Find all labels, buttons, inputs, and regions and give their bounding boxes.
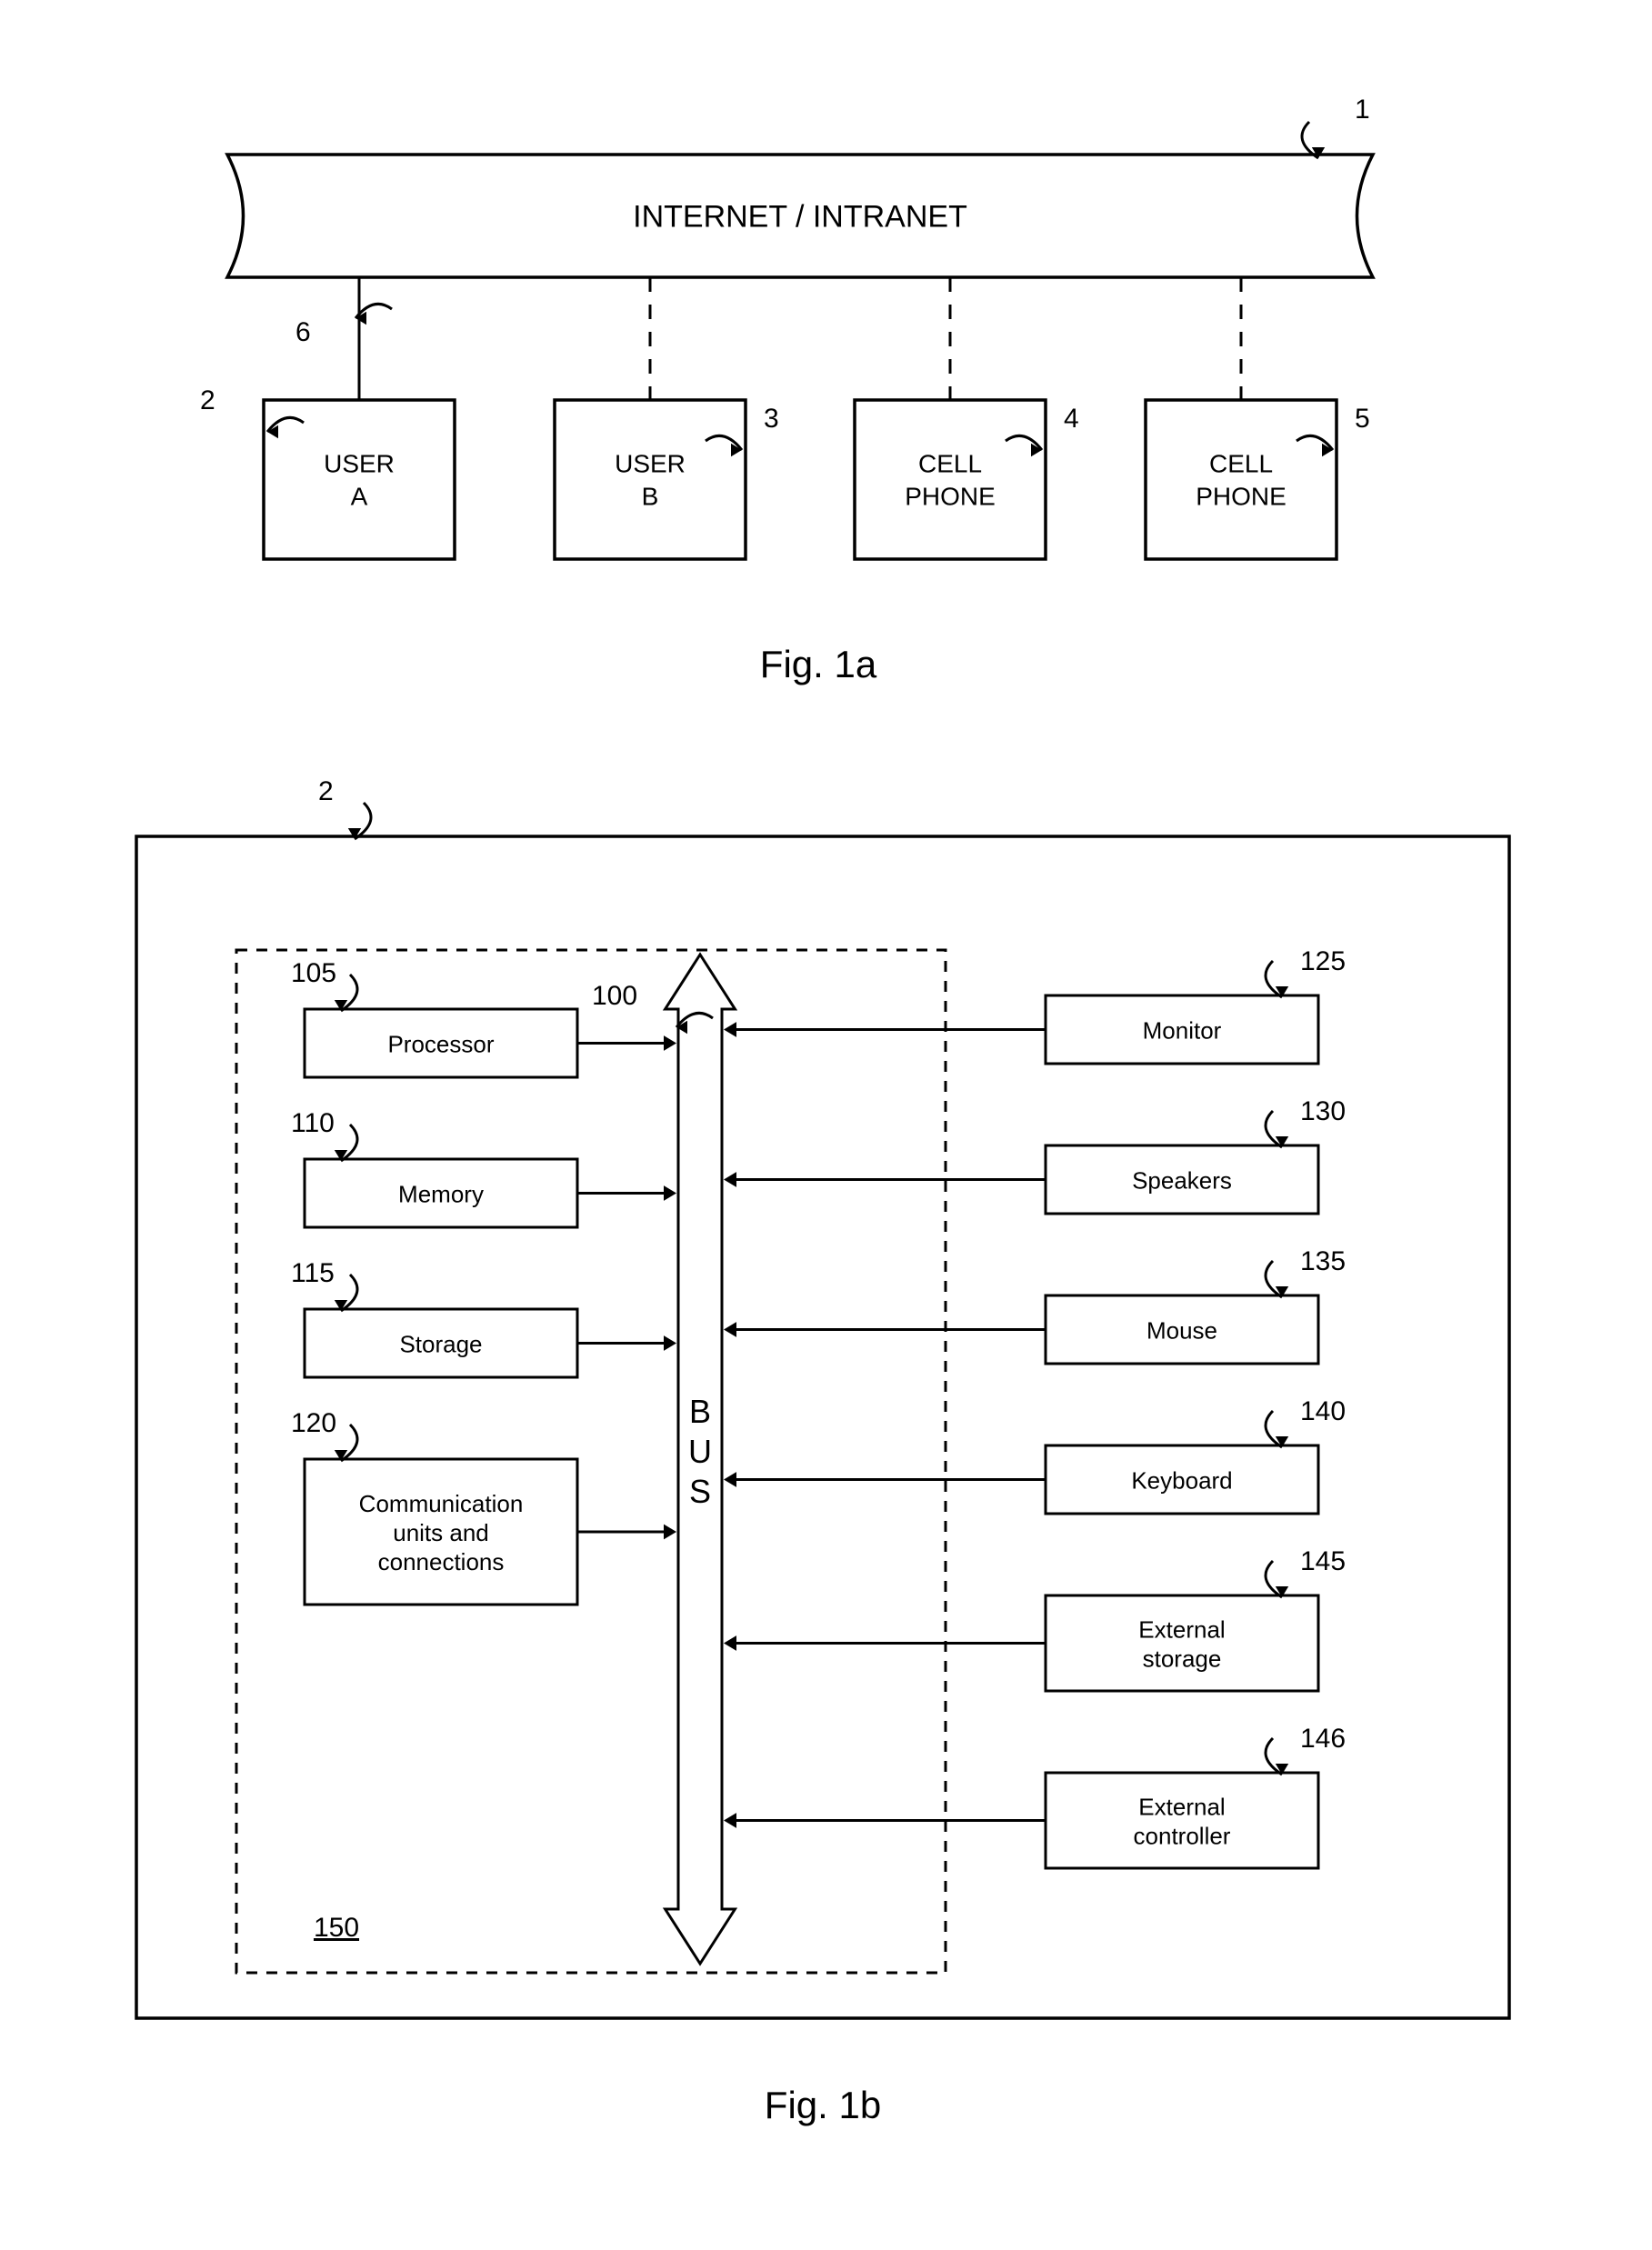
svg-text:105: 105 <box>291 958 336 988</box>
ref-outer-2: 2 <box>318 776 371 839</box>
svg-text:B: B <box>689 1393 711 1430</box>
fig1a-caption: Fig. 1a <box>760 643 877 685</box>
ref-150: 150 <box>314 1913 359 1943</box>
node-monitor: Monitor 125 <box>724 946 1346 1064</box>
svg-text:A: A <box>351 483 368 511</box>
ref-6: 6 <box>295 304 392 347</box>
svg-text:controller: controller <box>1134 1823 1231 1850</box>
svg-text:130: 130 <box>1300 1096 1346 1126</box>
svg-text:USER: USER <box>615 450 686 478</box>
svg-text:120: 120 <box>291 1408 336 1438</box>
ref-125: 125 <box>1266 946 1346 997</box>
svg-text:B: B <box>642 483 659 511</box>
svg-text:145: 145 <box>1300 1546 1346 1576</box>
svg-text:146: 146 <box>1300 1724 1346 1754</box>
svg-text:S: S <box>689 1473 711 1510</box>
svg-text:5: 5 <box>1355 404 1370 434</box>
svg-text:Mouse: Mouse <box>1146 1317 1217 1345</box>
node-user-b: USER B 3 <box>555 277 779 559</box>
svg-text:USER: USER <box>324 450 395 478</box>
svg-text:CELL: CELL <box>1209 450 1273 478</box>
svg-text:3: 3 <box>764 404 779 434</box>
svg-text:Communication: Communication <box>359 1490 524 1517</box>
svg-text:connections: connections <box>378 1548 505 1575</box>
node-speakers: Speakers 130 <box>724 1096 1346 1214</box>
figure-1a: INTERNET / INTRANET 1 USER A 6 2 USER B 3 CELL PHO… <box>200 95 1373 685</box>
svg-text:135: 135 <box>1300 1246 1346 1276</box>
svg-text:U: U <box>688 1433 712 1470</box>
ref-130: 130 <box>1266 1096 1346 1147</box>
svg-text:Monitor: Monitor <box>1143 1017 1222 1045</box>
svg-text:2: 2 <box>200 385 215 415</box>
svg-text:Processor: Processor <box>387 1031 494 1058</box>
svg-text:Memory: Memory <box>398 1181 484 1208</box>
ref-1: 1 <box>1302 95 1370 158</box>
svg-text:Storage: Storage <box>399 1331 482 1358</box>
node-user-a: USER A 6 2 <box>200 277 455 559</box>
ref-140: 140 <box>1266 1396 1346 1447</box>
svg-text:115: 115 <box>291 1258 335 1288</box>
svg-text:Speakers: Speakers <box>1132 1167 1232 1195</box>
ref-115: 115 <box>291 1258 357 1311</box>
node-ext-controller: Externalcontroller 146 <box>724 1724 1346 1868</box>
ref-105: 105 <box>291 958 357 1011</box>
node-processor: Processor 105 <box>291 958 676 1077</box>
svg-text:CELL: CELL <box>918 450 982 478</box>
fig1b-caption: Fig. 1b <box>765 2084 881 2126</box>
svg-text:2: 2 <box>318 776 334 806</box>
node-comm: Communicationunits andconnections 120 <box>291 1408 676 1605</box>
ref-135: 135 <box>1266 1246 1346 1297</box>
svg-text:PHONE: PHONE <box>1196 483 1287 511</box>
network-label: INTERNET / INTRANET <box>633 200 967 235</box>
svg-text:125: 125 <box>1300 946 1346 976</box>
ref-120: 120 <box>291 1408 357 1461</box>
svg-text:External: External <box>1138 1794 1225 1821</box>
ref-110: 110 <box>291 1108 357 1161</box>
svg-text:6: 6 <box>295 317 311 347</box>
svg-text:PHONE: PHONE <box>905 483 996 511</box>
node-keyboard: Keyboard 140 <box>724 1396 1346 1514</box>
svg-text:110: 110 <box>291 1108 335 1138</box>
svg-text:units and: units and <box>393 1519 489 1546</box>
node-cell-phone-2: CELL PHONE 5 <box>1146 277 1370 559</box>
node-mouse: Mouse 135 <box>724 1246 1346 1364</box>
svg-text:External: External <box>1138 1616 1225 1644</box>
ref-146: 146 <box>1266 1724 1346 1775</box>
node-memory: Memory 110 <box>291 1108 676 1227</box>
svg-text:1: 1 <box>1355 95 1370 125</box>
figure-1b: 2 150 BUS 100 Processor 105 Memory 110 Storage 11… <box>136 776 1509 2126</box>
svg-text:100: 100 <box>592 981 637 1011</box>
node-ext-storage: Externalstorage 145 <box>724 1546 1346 1691</box>
node-storage: Storage 115 <box>291 1258 676 1377</box>
svg-text:Keyboard: Keyboard <box>1131 1467 1232 1495</box>
svg-text:storage: storage <box>1143 1645 1222 1673</box>
ref-145: 145 <box>1266 1546 1346 1597</box>
svg-text:4: 4 <box>1064 404 1079 434</box>
svg-text:140: 140 <box>1300 1396 1346 1426</box>
node-cell-phone-1: CELL PHONE 4 <box>855 277 1079 559</box>
